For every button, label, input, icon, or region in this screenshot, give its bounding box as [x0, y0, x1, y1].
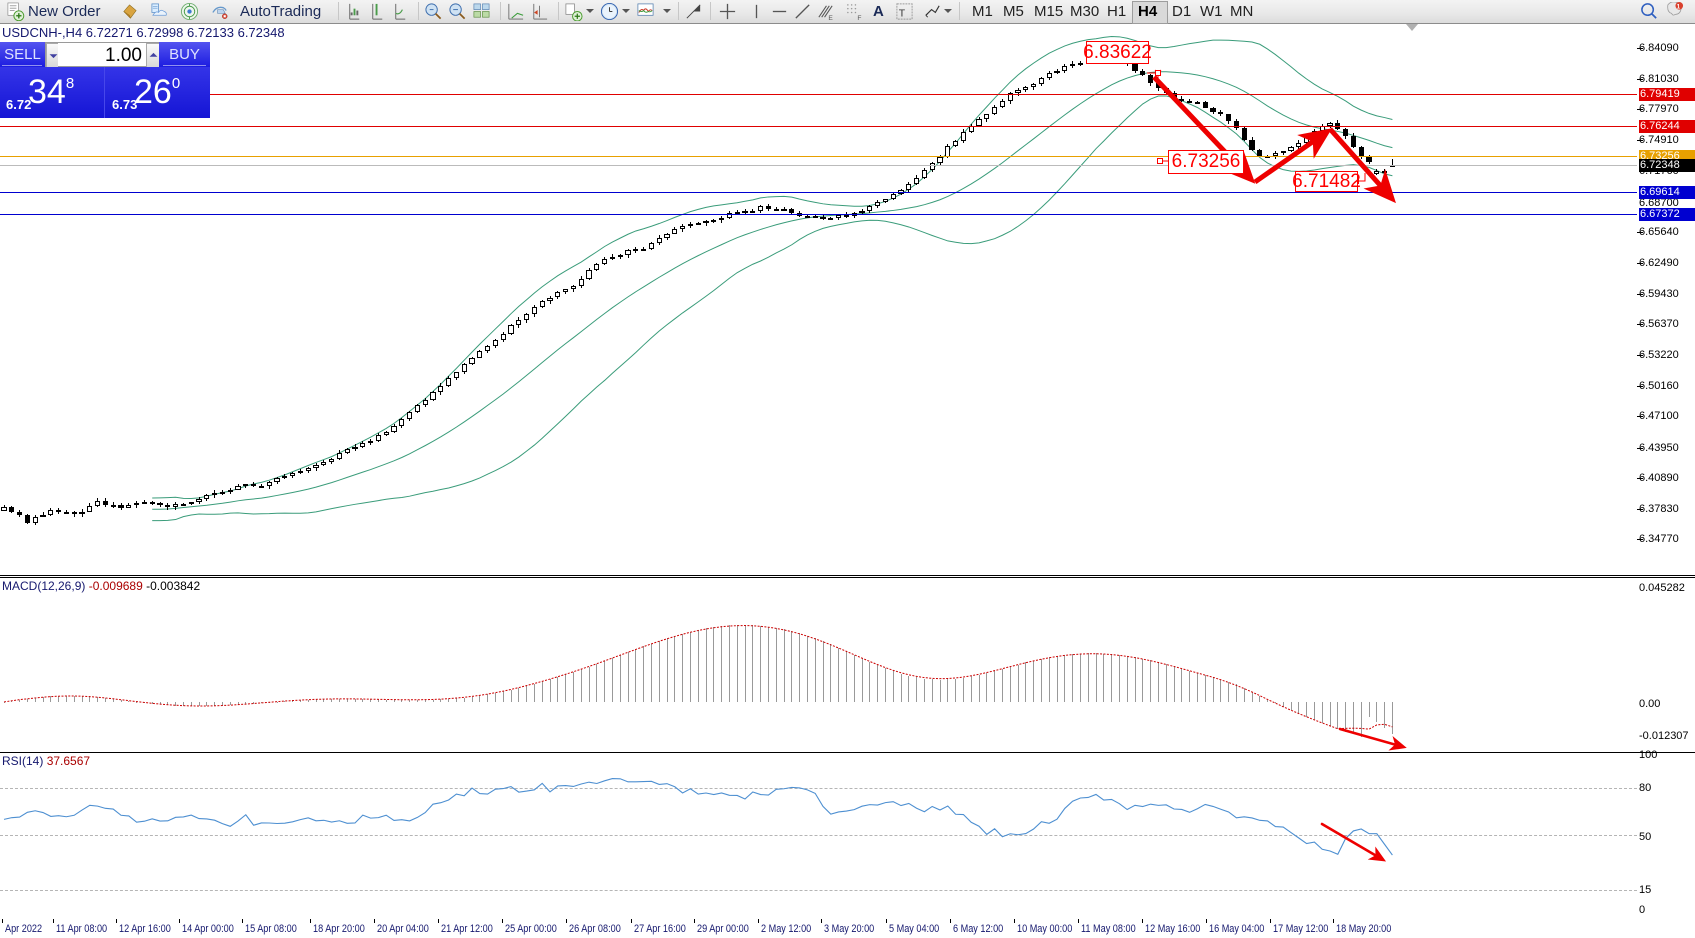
svg-text:T: T [899, 8, 906, 19]
svg-text:F: F [857, 15, 861, 21]
svg-text:1: 1 [1677, 3, 1681, 10]
svg-text:E: E [828, 15, 833, 21]
